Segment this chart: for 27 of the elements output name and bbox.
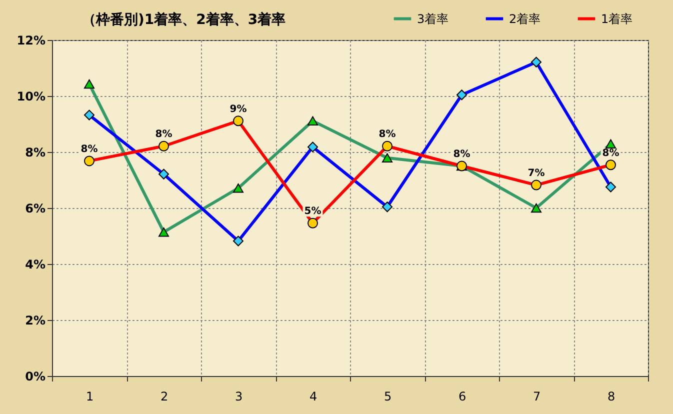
x-tick-label: 5 <box>384 390 392 404</box>
data-label: 8% <box>155 129 172 140</box>
x-tick-label: 2 <box>160 390 168 404</box>
data-label: 8% <box>80 144 98 155</box>
y-tick-label: 10% <box>16 90 46 104</box>
y-tick-label: 12% <box>16 34 46 48</box>
data-label: 7% <box>528 168 545 180</box>
y-tick-label: 8% <box>25 146 46 160</box>
y-tick-label: 4% <box>25 258 46 272</box>
x-tick-label: 8 <box>607 390 616 404</box>
x-tick-label: 7 <box>532 390 541 404</box>
x-tick-label: 4 <box>309 390 318 404</box>
x-tick-label: 3 <box>234 390 243 404</box>
data-label: 8% <box>602 148 620 159</box>
legend-label: 1着率 <box>601 12 633 26</box>
data-label: 5% <box>304 206 322 218</box>
y-tick-label: 0% <box>25 370 46 384</box>
data-label: 8% <box>453 149 470 160</box>
chart-title: （枠番別)1着率、2着率、3着率 <box>82 11 286 28</box>
data-label: 8% <box>378 129 396 140</box>
y-tick-label: 6% <box>25 202 46 216</box>
x-tick-label: 1 <box>86 390 94 404</box>
legend-label: 2着率 <box>509 12 541 26</box>
data-label: 9% <box>230 104 247 115</box>
y-tick-label: 2% <box>25 314 46 328</box>
x-tick-label: 6 <box>458 390 466 404</box>
legend-label: 3着率 <box>417 12 449 26</box>
